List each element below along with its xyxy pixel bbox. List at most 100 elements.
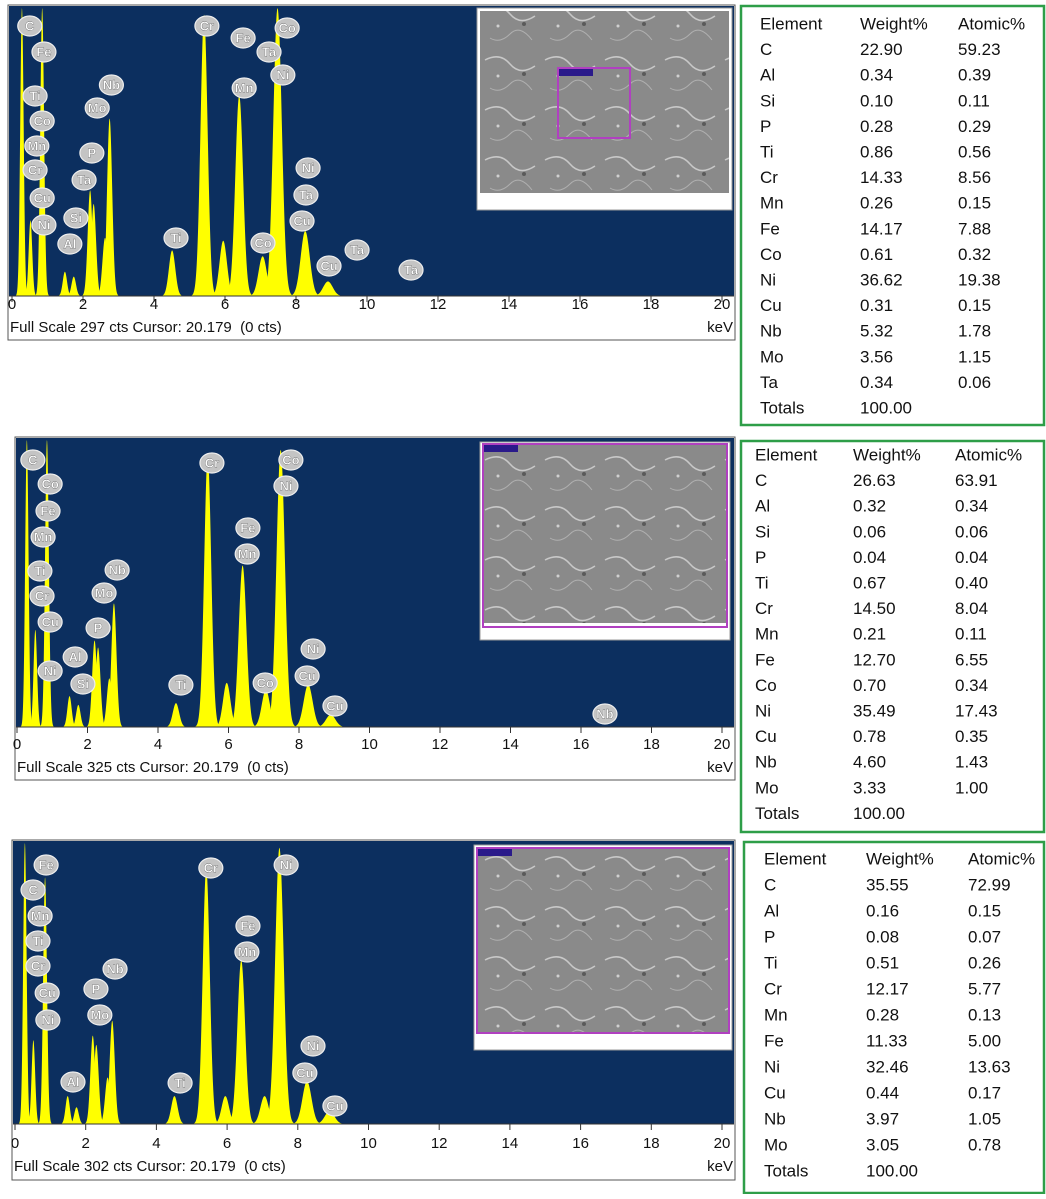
table-cell: Fe — [764, 1031, 784, 1050]
table-cell: 14.50 — [853, 599, 896, 618]
spectrum-tag — [559, 69, 593, 76]
spectrum-tag — [484, 445, 518, 452]
x-tick-label: 10 — [359, 296, 376, 313]
table-cell: Ni — [755, 701, 771, 720]
table-cell: 0.86 — [860, 142, 893, 161]
table-cell: C — [755, 471, 767, 490]
peak-label: P — [92, 981, 101, 996]
peak-label: Cu — [298, 668, 315, 683]
x-tick-label: 8 — [294, 1135, 302, 1152]
peak-label: Cu — [296, 1065, 313, 1080]
peak-label: Ta — [299, 187, 314, 202]
peak-label: Ni — [279, 478, 292, 493]
table-cell: 0.39 — [958, 66, 991, 85]
x-tick-label: 4 — [154, 736, 162, 753]
table-header: Weight% — [866, 849, 934, 868]
peak-label: Ni — [44, 663, 57, 678]
figure: CFeTiCoMnCrCuNiAlSiTaPMoNbTiCrFeMnCoTaCo… — [0, 0, 1046, 1194]
table-cell: 26.63 — [853, 471, 896, 490]
table-cell: Ti — [764, 953, 778, 972]
table-cell: 0.78 — [853, 727, 886, 746]
x-tick-label: 2 — [79, 296, 87, 313]
table-cell: 100.00 — [866, 1161, 918, 1180]
x-tick-label: 12 — [431, 1135, 448, 1152]
table-cell: 0.32 — [853, 497, 886, 516]
table-cell: 4.60 — [853, 753, 886, 772]
x-tick-label: 10 — [361, 736, 378, 753]
table-cell: 17.43 — [955, 701, 998, 720]
peak-label: Mn — [238, 944, 257, 959]
table-cell: 19.38 — [958, 270, 1001, 289]
peak-label: Ni — [276, 67, 289, 82]
x-tick-label: 6 — [224, 736, 232, 753]
table-cell: 1.43 — [955, 753, 988, 772]
x-tick-label: 14 — [502, 736, 519, 753]
table-cell: 0.34 — [860, 373, 893, 392]
table-box — [741, 441, 1044, 832]
peak-label: P — [94, 620, 103, 635]
table-cell: 14.33 — [860, 168, 903, 187]
peak-label: Cr — [31, 958, 45, 973]
peak-label: Ni — [37, 217, 50, 232]
table-cell: Cu — [764, 1083, 786, 1102]
table-cell: 8.56 — [958, 168, 991, 187]
table-cell: 3.05 — [866, 1135, 899, 1154]
peak-label: Nb — [103, 77, 120, 92]
x-tick-label: 20 — [714, 736, 731, 753]
table-cell: 1.05 — [968, 1109, 1001, 1128]
table-cell: Totals — [755, 804, 799, 823]
table-cell: Cr — [755, 599, 773, 618]
table-cell: 0.04 — [955, 548, 988, 567]
table-cell: 0.31 — [860, 296, 893, 315]
x-tick-label: 18 — [643, 296, 660, 313]
table-cell: 0.10 — [860, 91, 893, 110]
peak-label: Ta — [404, 262, 419, 277]
peak-label: Ni — [41, 1012, 54, 1027]
sem-image — [480, 11, 729, 193]
peak-label: Cu — [34, 190, 51, 205]
x-tick-label: 16 — [572, 296, 589, 313]
page: CFeTiCoMnCrCuNiAlSiTaPMoNbTiCrFeMnCoTaCo… — [0, 0, 1046, 1194]
peak-label: Mo — [95, 585, 114, 600]
table-cell: 3.97 — [866, 1109, 899, 1128]
x-tick-label: 20 — [714, 1135, 731, 1152]
table-cell: 0.34 — [955, 497, 988, 516]
x-tick-label: 14 — [501, 296, 518, 313]
peak-label: C — [28, 882, 38, 897]
table-cell: 1.00 — [955, 778, 988, 797]
peak-label: Cr — [205, 455, 219, 470]
table-cell: Mo — [755, 778, 779, 797]
peak-label: Cu — [326, 698, 343, 713]
table-cell: 63.91 — [955, 471, 998, 490]
table-cell: Ni — [760, 270, 776, 289]
table-cell: 0.35 — [955, 727, 988, 746]
table-cell: Nb — [760, 322, 782, 341]
table-cell: 0.26 — [860, 194, 893, 213]
peak-label: Nb — [106, 961, 123, 976]
peak-label: Co — [282, 452, 299, 467]
table-header: Element — [764, 849, 827, 868]
peak-label: Mn — [235, 80, 254, 95]
table-cell: 35.55 — [866, 875, 909, 894]
table-header: Weight% — [853, 445, 921, 464]
peak-label: Ti — [29, 88, 40, 103]
peak-label: Mn — [27, 138, 46, 153]
table-cell: Cr — [760, 168, 778, 187]
table-cell: 0.51 — [866, 953, 899, 972]
peak-label: Mo — [88, 100, 107, 115]
x-tick-label: 8 — [295, 736, 303, 753]
peak-label: Fe — [39, 857, 54, 872]
table-cell: 7.88 — [958, 219, 991, 238]
table-cell: 0.40 — [955, 573, 988, 592]
table-cell: 1.15 — [958, 347, 991, 366]
table-cell: Nb — [764, 1109, 786, 1128]
table-cell: 5.32 — [860, 322, 893, 341]
table-cell: 0.16 — [866, 901, 899, 920]
table-cell: P — [764, 927, 775, 946]
peak-label: Ti — [34, 563, 45, 578]
peak-label: Ta — [77, 172, 92, 187]
x-unit: keV — [707, 759, 733, 776]
table-cell: 0.21 — [853, 625, 886, 644]
peak-label: Ni — [302, 160, 315, 175]
table-cell: Fe — [760, 219, 780, 238]
